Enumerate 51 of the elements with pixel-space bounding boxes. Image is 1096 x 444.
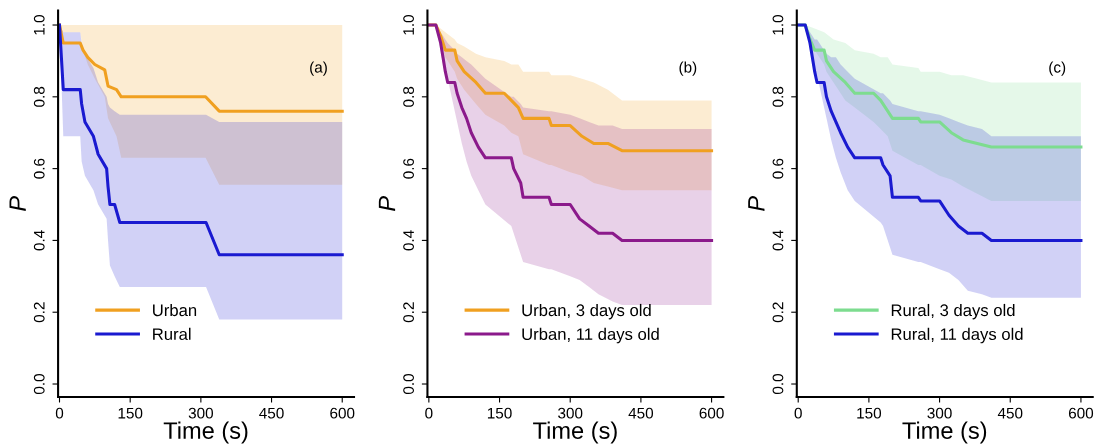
y-tick-label: 1.0 bbox=[403, 14, 414, 35]
x-tick-label: 150 bbox=[118, 407, 143, 419]
y-tick-label: 0.2 bbox=[403, 302, 414, 323]
y-tick-label: 0.6 bbox=[403, 158, 414, 179]
x-tick-label: 600 bbox=[330, 407, 355, 419]
line-series bbox=[796, 23, 1083, 242]
x-tick-label: 600 bbox=[699, 407, 724, 419]
y-tick-label: 0.8 bbox=[403, 86, 414, 107]
y-tick-label: 1.0 bbox=[33, 14, 45, 35]
y-tick-label: 0.8 bbox=[772, 86, 784, 107]
legend-label: Urban, 3 days old bbox=[522, 303, 651, 320]
legend-label: Rural, 11 days old bbox=[891, 327, 1023, 344]
y-tick-label: 0.6 bbox=[33, 158, 45, 179]
x-axis-title: Time (s) bbox=[533, 421, 617, 444]
y-axis-title: P bbox=[9, 196, 26, 211]
x-tick-label: 150 bbox=[857, 407, 882, 419]
x-tick-label: 450 bbox=[628, 407, 654, 419]
x-tick-label: 600 bbox=[1068, 407, 1094, 419]
x-tick-label: 300 bbox=[927, 407, 952, 419]
x-tick-label: 300 bbox=[558, 407, 583, 419]
y-tick-label: 0.2 bbox=[772, 302, 784, 323]
y-axis-title: P bbox=[378, 196, 396, 211]
line-series bbox=[427, 23, 714, 242]
line-series bbox=[58, 23, 344, 257]
annotation: (a) bbox=[310, 61, 327, 76]
legend-label: Urban, 11 days old bbox=[522, 327, 659, 344]
y-tick-label: 0.0 bbox=[33, 373, 45, 395]
annotation: (c) bbox=[1049, 61, 1066, 76]
legend-label: Rural bbox=[153, 327, 191, 341]
x-tick-label: 450 bbox=[259, 407, 284, 419]
y-tick-label: 0.4 bbox=[403, 230, 414, 251]
y-tick-label: 0.8 bbox=[33, 86, 45, 107]
y-tick-label: 0.4 bbox=[33, 230, 45, 251]
x-tick-label: 150 bbox=[487, 407, 512, 419]
y-tick-label: 0.6 bbox=[772, 158, 784, 179]
y-tick-label: 0.4 bbox=[772, 230, 784, 251]
y-axis-title: P bbox=[748, 196, 765, 211]
y-tick-label: 1.0 bbox=[772, 14, 784, 35]
legend-label: Rural, 3 days old bbox=[891, 303, 1015, 320]
x-axis-title: Time (s) bbox=[902, 421, 987, 444]
x-tick-label: 450 bbox=[997, 407, 1023, 419]
y-tick-label: 0.2 bbox=[33, 302, 45, 323]
y-tick-label: 0.0 bbox=[403, 373, 414, 395]
annotation: (b) bbox=[679, 61, 697, 76]
y-tick-label: 0.0 bbox=[772, 373, 784, 395]
legend-label: Urban bbox=[153, 303, 197, 317]
x-axis-title: Time (s) bbox=[163, 421, 248, 444]
x-tick-label: 300 bbox=[188, 407, 214, 419]
x-tick-label: 0 bbox=[425, 407, 433, 419]
x-tick-label: 0 bbox=[794, 407, 802, 419]
x-tick-label: 0 bbox=[55, 407, 64, 419]
